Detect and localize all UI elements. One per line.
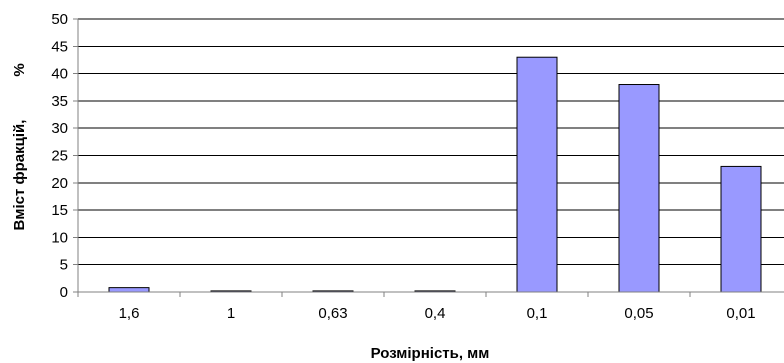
y-tick-label: 50 bbox=[51, 11, 68, 28]
x-tick-labels: 1,6 1 0,63 0,4 0,1 0,05 0,01 bbox=[77, 292, 756, 322]
bar-0,1 bbox=[516, 56, 558, 293]
y-tick-label: 25 bbox=[51, 148, 68, 165]
y-tick-label: 20 bbox=[51, 175, 68, 192]
y-tick-label: 5 bbox=[60, 257, 68, 274]
y-axis-unit: % bbox=[11, 63, 28, 76]
gridlines bbox=[78, 18, 784, 266]
y-tick-label: 40 bbox=[51, 66, 68, 83]
y-tick-label: 0 bbox=[60, 284, 68, 301]
x-tick-label: 0,4 bbox=[425, 305, 446, 322]
x-tick-label: 1 bbox=[227, 305, 235, 322]
x-axis-title: Розмірність, мм bbox=[371, 345, 490, 362]
x-tick-label: 0,63 bbox=[318, 305, 347, 322]
y-axis-title: Вміст фракцій, bbox=[11, 120, 28, 231]
x-tick-label: 0,01 bbox=[726, 305, 755, 322]
y-tick-labels: 0 5 10 15 20 25 30 35 40 45 50 bbox=[51, 11, 78, 301]
bar-0,05 bbox=[618, 84, 660, 293]
y-tick-label: 10 bbox=[51, 229, 68, 246]
x-tick-label: 1,6 bbox=[119, 305, 140, 322]
y-tick-label: 15 bbox=[51, 202, 68, 219]
y-tick-label: 35 bbox=[51, 93, 68, 110]
y-tick-label: 30 bbox=[51, 120, 68, 137]
bar-0,01 bbox=[720, 165, 762, 293]
x-tick-label: 0,1 bbox=[527, 305, 548, 322]
bars bbox=[108, 56, 762, 293]
y-tick-label: 45 bbox=[51, 38, 68, 55]
x-tick-label: 0,05 bbox=[624, 305, 653, 322]
bar-1,6 bbox=[108, 287, 150, 293]
